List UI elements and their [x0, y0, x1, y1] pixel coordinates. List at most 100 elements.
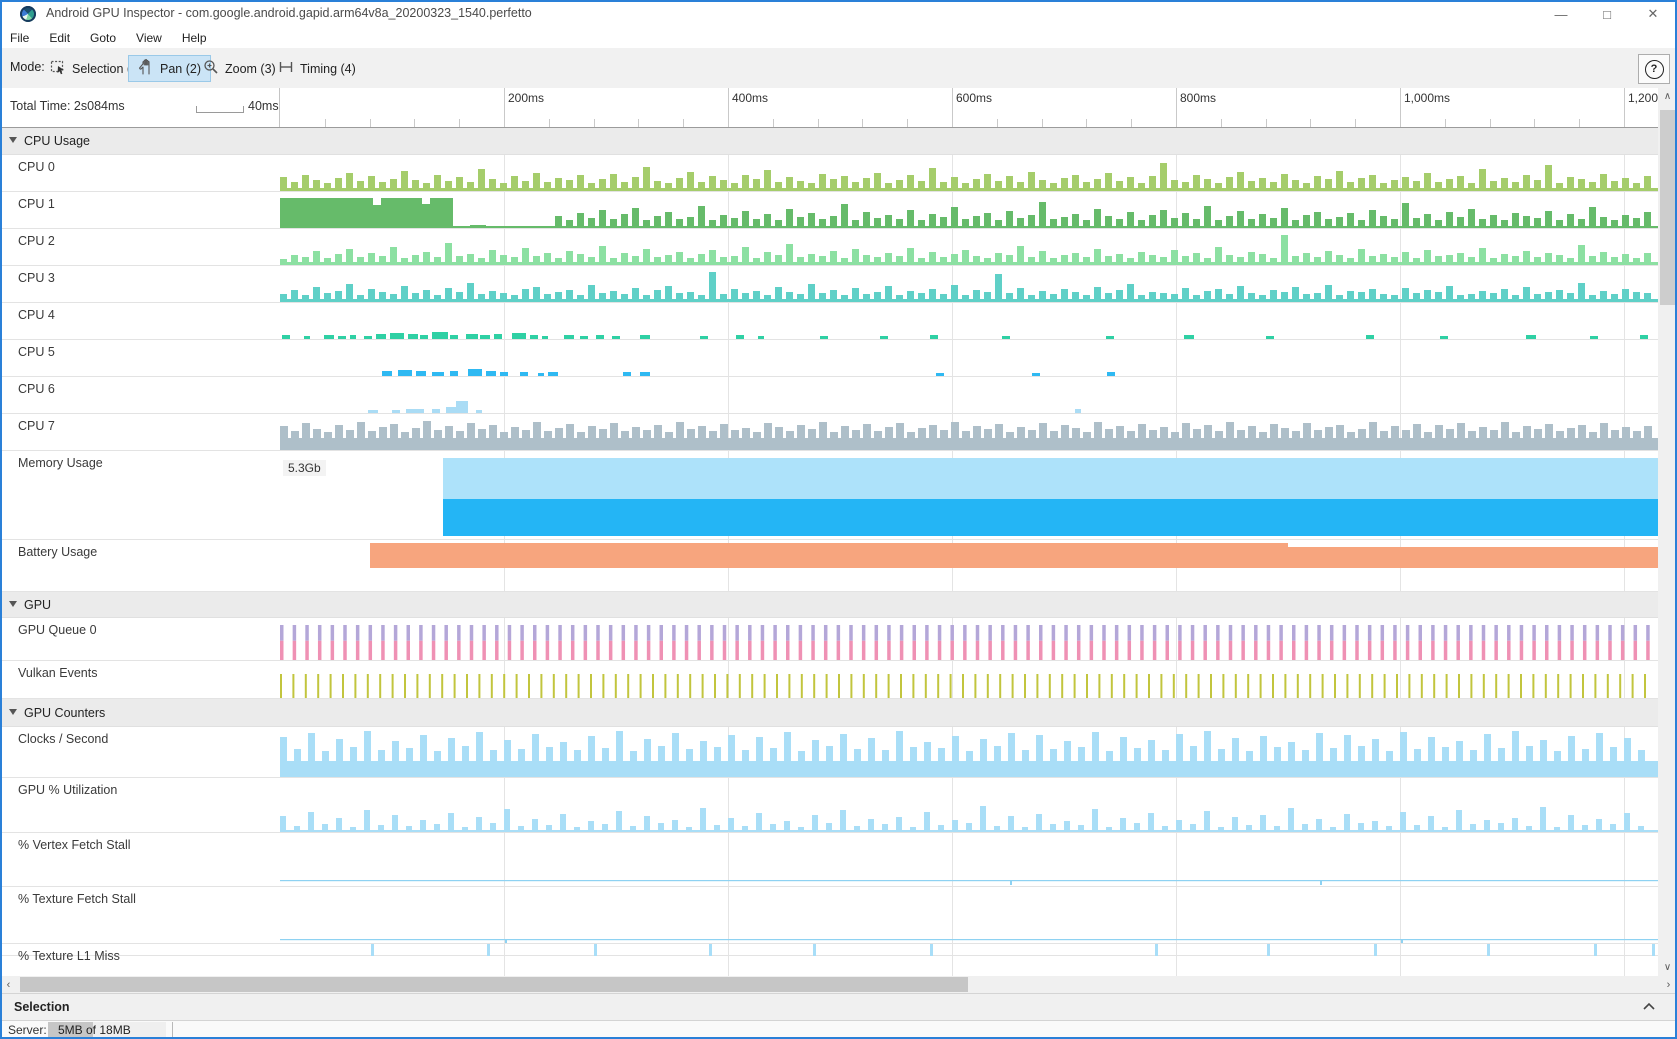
track-chart-vertex-fetch-stall[interactable]	[280, 833, 1658, 887]
ruler-minor-tick	[996, 119, 998, 127]
server-label: Server:	[8, 1023, 47, 1037]
track-label-battery-usage: Battery Usage	[18, 545, 98, 559]
group-header-gpu-counters[interactable]: GPU Counters	[0, 699, 1658, 727]
track-row-cpu-1: CPU 1	[0, 192, 1658, 229]
selection-mode-button[interactable]: Selection (1)	[40, 55, 152, 82]
menu-item-goto[interactable]: Goto	[90, 31, 117, 45]
horizontal-scrollbar[interactable]: ‹ ›	[0, 976, 1677, 993]
timeline-ruler[interactable]: Total Time: 2s084ms 40ms 200ms 400ms 600ms…	[0, 88, 1658, 128]
track-chart-clocks-per-second[interactable]	[280, 727, 1658, 778]
status-bar: Server: 5MB of 18MB	[0, 1021, 1677, 1039]
track-row-cpu-6: CPU 6	[0, 377, 1658, 414]
track-chart-gpu-utilization[interactable]	[280, 778, 1658, 833]
close-button[interactable]: ✕	[1647, 6, 1659, 21]
pan-mode-label: Pan (2)	[160, 61, 201, 76]
menu-item-file[interactable]: File	[10, 31, 30, 45]
track-label-cpu-2: CPU 2	[18, 234, 55, 248]
track-row-vulkan-events: Vulkan Events	[0, 661, 1658, 699]
track-row-cpu-5: CPU 5	[0, 340, 1658, 377]
ruler-tick-label: 800ms	[1180, 91, 1217, 105]
collapse-arrow-icon	[9, 600, 17, 607]
pan-mode-button[interactable]: Pan (2)	[128, 55, 211, 82]
track-chart-cpu-0[interactable]	[280, 155, 1658, 192]
maximize-button[interactable]: □	[1603, 6, 1611, 22]
minimize-button[interactable]: —	[1554, 6, 1568, 22]
collapse-arrow-icon	[9, 137, 17, 143]
group-label: GPU Counters	[24, 705, 106, 720]
track-chart-cpu-3[interactable]	[280, 266, 1658, 303]
track-chart-cpu-7[interactable]	[280, 414, 1658, 451]
zoom-mode-button[interactable]: Zoom (3)	[193, 55, 286, 82]
group-header-cpu-usage[interactable]: CPU Usage	[0, 128, 1658, 155]
track-chart-cpu-5[interactable]	[280, 340, 1658, 377]
ruler-minor-tick	[593, 119, 595, 127]
timing-mode-button[interactable]: Timing (4)	[268, 55, 366, 82]
memory-value-badge: 5.3Gb	[283, 460, 326, 476]
help-icon: ?	[1644, 59, 1664, 79]
track-chart-vulkan-events[interactable]	[280, 661, 1658, 699]
vertical-scrollbar[interactable]: ∧ ∨	[1658, 88, 1677, 976]
scroll-down-button[interactable]: ∨	[1663, 962, 1672, 973]
zoom-mode-label: Zoom (3)	[225, 61, 276, 76]
vertical-scroll-thumb[interactable]	[1660, 110, 1675, 305]
ruler-minor-tick	[1355, 119, 1357, 127]
track-row-memory-usage: Memory Usage 5.3Gb	[0, 451, 1658, 540]
ruler-tick-label: 1,000ms	[1404, 91, 1451, 105]
ruler-ticks[interactable]: 200ms 400ms 600ms 800ms 1,000ms 1,200ms	[280, 88, 1658, 127]
track-label-texture-fetch-stall: % Texture Fetch Stall	[18, 892, 136, 906]
track-chart-texture-l1-miss[interactable]	[280, 944, 1658, 956]
track-chart-cpu-4[interactable]	[280, 303, 1658, 340]
ruler-tick-label: 600ms	[956, 91, 993, 105]
selection-panel: Selection	[0, 993, 1677, 1021]
track-row-gpu-queue-0: GPU Queue 0	[0, 618, 1658, 661]
progress-fill	[48, 1022, 93, 1037]
menu-bar: File Edit Goto View Help	[0, 28, 1677, 48]
ruler-minor-tick	[548, 119, 550, 127]
menu-item-help[interactable]: Help	[181, 31, 207, 45]
track-chart-gpu-queue-0[interactable]	[280, 618, 1658, 661]
scale-bracket-icon	[196, 106, 244, 113]
ruler-minor-tick	[772, 119, 774, 127]
track-row-cpu-4: CPU 4	[0, 303, 1658, 340]
track-chart-texture-fetch-stall[interactable]	[280, 887, 1658, 944]
track-chart-cpu-2[interactable]	[280, 229, 1658, 266]
track-row-cpu-2: CPU 2	[0, 229, 1658, 266]
chevron-up-icon[interactable]	[1642, 1002, 1656, 1011]
ruler-minor-tick	[1534, 119, 1536, 127]
server-memory-progress: 5MB of 18MB	[48, 1022, 166, 1037]
scroll-left-button[interactable]: ‹	[6, 978, 11, 991]
menu-item-edit[interactable]: Edit	[49, 31, 71, 45]
ruler-minor-tick	[414, 119, 416, 127]
track-list: CPU Usage CPU 0 CPU 1 CPU 2 CPU 3 CPU 4 CPU 5 C…	[0, 128, 1658, 976]
track-chart-memory-usage[interactable]	[280, 451, 1658, 540]
ruler-minor-tick	[1220, 119, 1222, 127]
track-chart-cpu-1[interactable]	[280, 192, 1658, 229]
track-label-cpu-3: CPU 3	[18, 271, 55, 285]
track-chart-battery-usage[interactable]	[280, 540, 1658, 592]
ruler-minor-tick	[324, 119, 326, 127]
scroll-right-button[interactable]: ›	[1666, 978, 1671, 991]
ruler-minor-tick	[862, 119, 864, 127]
track-label-cpu-0: CPU 0	[18, 160, 55, 174]
ruler-minor-tick	[638, 119, 640, 127]
help-button[interactable]: ?	[1638, 54, 1670, 84]
track-chart-cpu-6[interactable]	[280, 377, 1658, 414]
ruler-major-tick	[728, 88, 729, 127]
track-label-memory-usage: Memory Usage	[18, 456, 103, 470]
selection-icon	[50, 59, 66, 78]
collapse-arrow-icon	[9, 708, 17, 715]
ruler-major-tick	[1624, 88, 1625, 127]
scroll-up-button[interactable]: ∧	[1663, 91, 1672, 102]
track-label-cpu-7: CPU 7	[18, 419, 55, 433]
menu-item-view[interactable]: View	[136, 31, 162, 45]
status-divider	[172, 1022, 173, 1037]
track-label-cpu-6: CPU 6	[18, 382, 55, 396]
track-label-gpu-utilization: GPU % Utilization	[18, 783, 118, 797]
horizontal-scroll-thumb[interactable]	[20, 977, 968, 992]
ruler-tick-label: 400ms	[732, 91, 769, 105]
track-row-clocks-per-second: Clocks / Second	[0, 727, 1658, 778]
ruler-tick-label: 200ms	[508, 91, 545, 105]
group-header-gpu[interactable]: GPU	[0, 592, 1658, 618]
total-time-label: Total Time: 2s084ms	[10, 99, 125, 113]
track-label-cpu-1: CPU 1	[18, 197, 55, 211]
